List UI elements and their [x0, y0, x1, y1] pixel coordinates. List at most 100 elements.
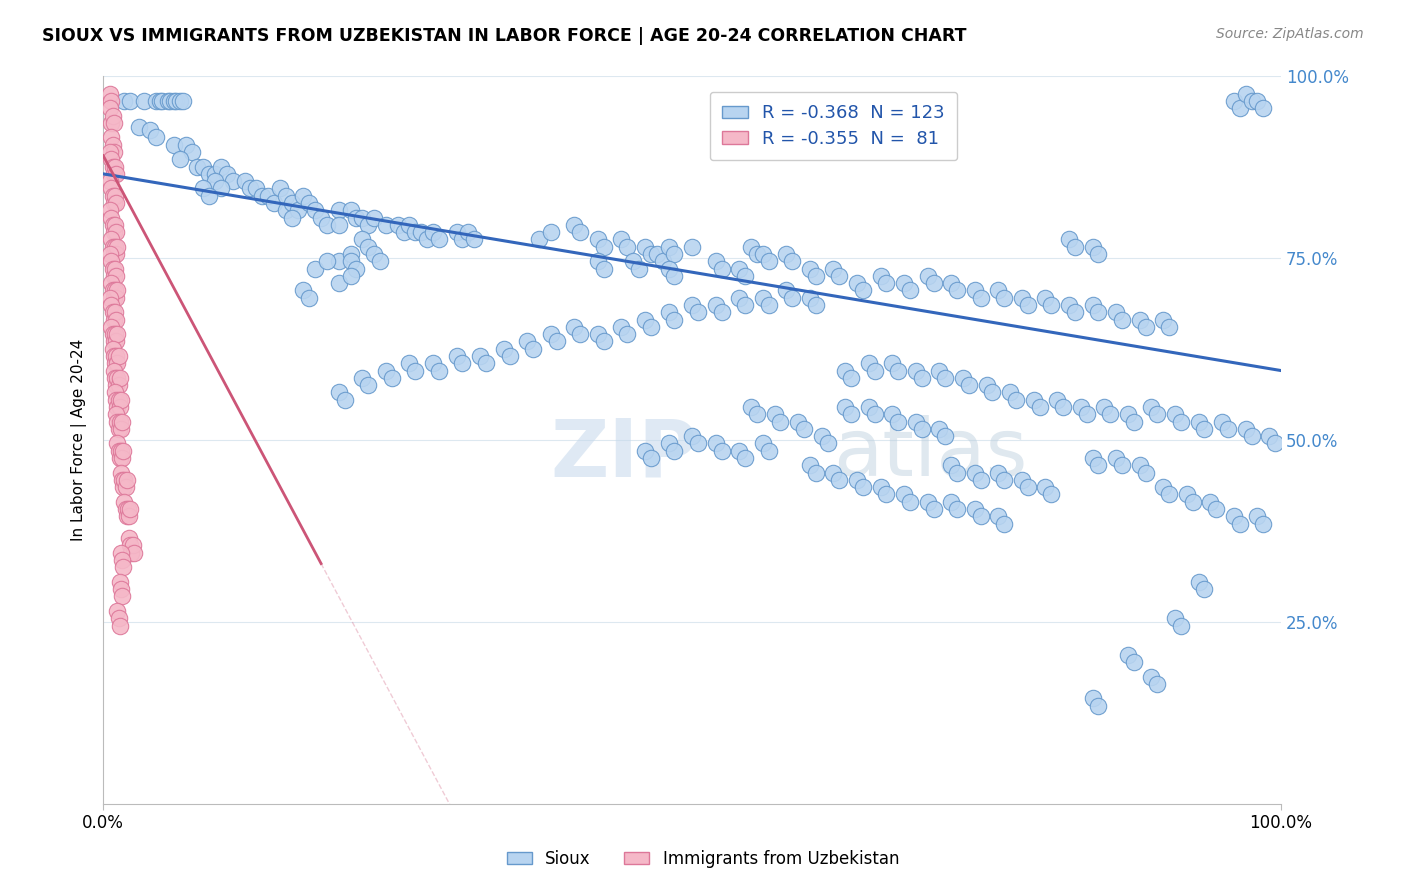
Point: [163, 94, 186, 108]
Point: [105, 327, 128, 342]
Point: [446, 349, 468, 363]
Point: [100, 211, 122, 225]
Point: [863, 363, 886, 377]
Point: [104, 356, 127, 370]
Point: [108, 415, 131, 429]
Point: [928, 422, 950, 436]
Point: [108, 450, 131, 465]
Point: [108, 574, 131, 589]
Point: [1129, 458, 1152, 473]
Point: [828, 268, 851, 283]
Point: [1246, 94, 1268, 108]
Point: [1199, 494, 1222, 508]
Point: [592, 261, 614, 276]
Point: [834, 363, 856, 377]
Point: [540, 327, 562, 342]
Point: [1164, 611, 1187, 625]
Point: [103, 196, 125, 211]
Point: [105, 407, 128, 421]
Point: [103, 312, 125, 326]
Point: [1122, 655, 1144, 669]
Point: [111, 473, 134, 487]
Point: [107, 611, 129, 625]
Point: [1170, 618, 1192, 632]
Point: [159, 94, 181, 108]
Point: [858, 356, 880, 370]
Point: [616, 327, 638, 342]
Point: [993, 516, 1015, 531]
Point: [1194, 422, 1216, 436]
Point: [628, 261, 651, 276]
Point: [110, 443, 132, 458]
Point: [704, 254, 727, 268]
Point: [1194, 582, 1216, 596]
Point: [1170, 415, 1192, 429]
Point: [664, 247, 686, 261]
Point: [740, 400, 762, 414]
Point: [451, 232, 474, 246]
Point: [1022, 392, 1045, 407]
Point: [352, 232, 374, 246]
Point: [104, 188, 127, 202]
Point: [586, 232, 609, 246]
Point: [245, 181, 267, 195]
Point: [107, 378, 129, 392]
Point: [98, 101, 121, 115]
Point: [304, 203, 326, 218]
Point: [105, 167, 128, 181]
Point: [1081, 691, 1104, 706]
Point: [787, 415, 810, 429]
Point: [98, 203, 121, 218]
Point: [111, 553, 134, 567]
Point: [1140, 669, 1163, 683]
Point: [917, 494, 939, 508]
Point: [328, 254, 350, 268]
Point: [780, 254, 803, 268]
Point: [981, 385, 1004, 400]
Point: [105, 291, 128, 305]
Point: [852, 284, 875, 298]
Point: [328, 203, 350, 218]
Point: [904, 415, 927, 429]
Point: [111, 450, 134, 465]
Point: [233, 174, 256, 188]
Point: [105, 378, 128, 392]
Point: [1129, 312, 1152, 326]
Point: [1122, 415, 1144, 429]
Point: [209, 181, 232, 195]
Point: [1240, 94, 1263, 108]
Point: [804, 466, 827, 480]
Point: [1105, 450, 1128, 465]
Point: [562, 319, 585, 334]
Point: [1046, 392, 1069, 407]
Point: [987, 509, 1010, 524]
Point: [969, 509, 991, 524]
Point: [105, 196, 128, 211]
Point: [250, 188, 273, 202]
Point: [328, 385, 350, 400]
Point: [404, 225, 426, 239]
Point: [492, 342, 515, 356]
Point: [374, 218, 396, 232]
Point: [180, 145, 202, 159]
Point: [101, 342, 124, 356]
Point: [804, 268, 827, 283]
Point: [946, 502, 969, 516]
Point: [105, 436, 128, 450]
Point: [946, 466, 969, 480]
Y-axis label: In Labor Force | Age 20-24: In Labor Force | Age 20-24: [72, 339, 87, 541]
Point: [357, 218, 380, 232]
Point: [292, 188, 315, 202]
Point: [186, 160, 208, 174]
Point: [204, 174, 226, 188]
Point: [105, 240, 128, 254]
Point: [898, 494, 921, 508]
Point: [107, 422, 129, 436]
Point: [112, 560, 135, 574]
Point: [105, 604, 128, 618]
Point: [569, 327, 592, 342]
Point: [769, 415, 792, 429]
Point: [112, 443, 135, 458]
Point: [1140, 400, 1163, 414]
Point: [1146, 677, 1168, 691]
